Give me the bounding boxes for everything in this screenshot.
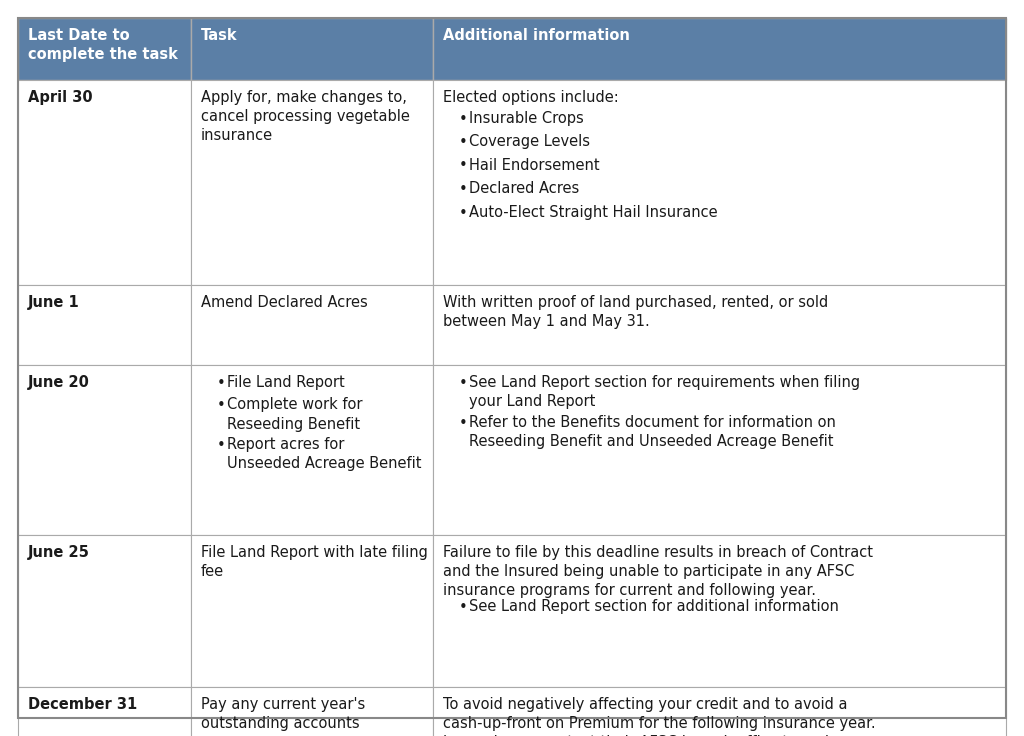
Text: Task: Task	[201, 28, 238, 43]
Text: •: •	[459, 182, 468, 197]
Text: Apply for, make changes to,
cancel processing vegetable
insurance: Apply for, make changes to, cancel proce…	[201, 90, 410, 144]
Text: •: •	[459, 600, 468, 615]
Text: File Land Report: File Land Report	[227, 375, 345, 390]
Text: Auto-Elect Straight Hail Insurance: Auto-Elect Straight Hail Insurance	[469, 205, 718, 219]
Bar	[433, 285, 1006, 365]
Text: Complete work for
Reseeding Benefit: Complete work for Reseeding Benefit	[227, 397, 362, 432]
Bar	[18, 687, 190, 736]
Bar	[18, 365, 190, 535]
Text: •: •	[459, 416, 468, 431]
Text: Last Date to
complete the task: Last Date to complete the task	[28, 28, 178, 63]
Text: Amend Declared Acres: Amend Declared Acres	[201, 295, 368, 310]
Text: •: •	[459, 376, 468, 391]
Bar	[433, 365, 1006, 535]
Text: File Land Report with late filing
fee: File Land Report with late filing fee	[201, 545, 428, 579]
Bar	[190, 365, 433, 535]
Text: April 30: April 30	[28, 90, 92, 105]
Bar	[433, 687, 1006, 736]
Text: Declared Acres: Declared Acres	[469, 181, 580, 196]
Bar	[433, 535, 1006, 687]
Text: •: •	[459, 135, 468, 150]
Text: •: •	[459, 158, 468, 174]
Text: •: •	[217, 376, 225, 391]
Bar	[190, 18, 433, 80]
Text: With written proof of land purchased, rented, or sold
between May 1 and May 31.: With written proof of land purchased, re…	[443, 295, 828, 329]
Bar	[190, 80, 433, 285]
Text: Coverage Levels: Coverage Levels	[469, 134, 590, 149]
Text: June 20: June 20	[28, 375, 90, 390]
Text: Failure to file by this deadline results in breach of Contract
and the Insured b: Failure to file by this deadline results…	[443, 545, 872, 598]
Text: December 31: December 31	[28, 697, 137, 712]
Text: Hail Endorsement: Hail Endorsement	[469, 158, 600, 172]
Bar	[433, 18, 1006, 80]
Text: •: •	[459, 205, 468, 221]
Text: Elected options include:: Elected options include:	[443, 90, 618, 105]
Text: See Land Report section for additional information: See Land Report section for additional i…	[469, 598, 839, 614]
Text: Report acres for
Unseeded Acreage Benefit: Report acres for Unseeded Acreage Benefi…	[227, 436, 422, 471]
Bar	[18, 80, 190, 285]
Text: June 25: June 25	[28, 545, 90, 560]
Text: To avoid negatively affecting your credit and to avoid a
cash-up-front on Premiu: To avoid negatively affecting your credi…	[443, 697, 876, 736]
Bar	[190, 285, 433, 365]
Text: Additional information: Additional information	[443, 28, 630, 43]
Text: Pay any current year's
outstanding accounts: Pay any current year's outstanding accou…	[201, 697, 366, 731]
Text: •: •	[217, 437, 225, 453]
Text: Refer to the Benefits document for information on
Reseeding Benefit and Unseeded: Refer to the Benefits document for infor…	[469, 415, 836, 449]
Text: •: •	[217, 398, 225, 414]
Text: •: •	[459, 111, 468, 127]
Text: See Land Report section for requirements when filing
your Land Report: See Land Report section for requirements…	[469, 375, 860, 409]
Text: June 1: June 1	[28, 295, 80, 310]
Bar	[18, 18, 190, 80]
Bar	[433, 80, 1006, 285]
Bar	[18, 535, 190, 687]
Bar	[18, 285, 190, 365]
Text: Insurable Crops: Insurable Crops	[469, 110, 584, 126]
Bar	[190, 687, 433, 736]
Bar	[190, 535, 433, 687]
